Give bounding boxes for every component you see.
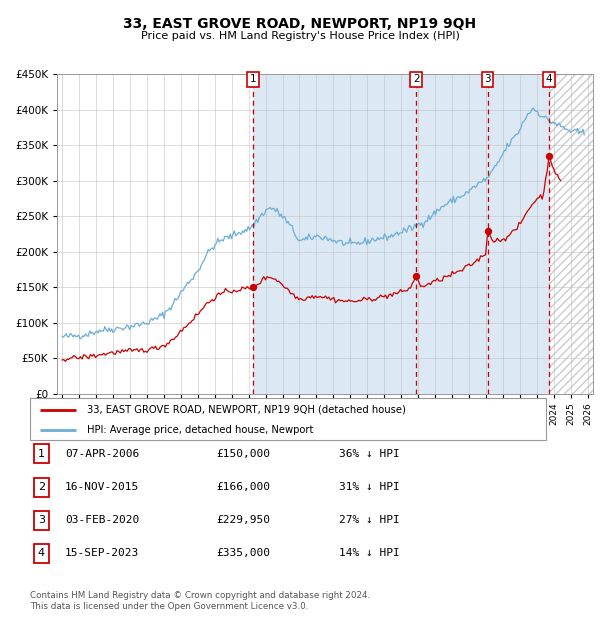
FancyBboxPatch shape <box>34 445 49 463</box>
Point <box>483 226 493 236</box>
Text: 33, EAST GROVE ROAD, NEWPORT, NP19 9QH (detached house): 33, EAST GROVE ROAD, NEWPORT, NP19 9QH (… <box>87 405 406 415</box>
Text: 2: 2 <box>38 482 45 492</box>
Text: 27% ↓ HPI: 27% ↓ HPI <box>339 515 400 525</box>
FancyBboxPatch shape <box>30 398 546 440</box>
Text: £335,000: £335,000 <box>216 548 270 558</box>
Text: 07-APR-2006: 07-APR-2006 <box>65 449 139 459</box>
Point <box>544 151 554 161</box>
Text: 33, EAST GROVE ROAD, NEWPORT, NP19 9QH: 33, EAST GROVE ROAD, NEWPORT, NP19 9QH <box>124 17 476 31</box>
Text: Contains HM Land Registry data © Crown copyright and database right 2024.: Contains HM Land Registry data © Crown c… <box>30 591 370 600</box>
Text: 4: 4 <box>545 74 552 84</box>
Text: This data is licensed under the Open Government Licence v3.0.: This data is licensed under the Open Gov… <box>30 602 308 611</box>
Text: 3: 3 <box>38 515 45 525</box>
Text: £166,000: £166,000 <box>216 482 270 492</box>
Text: HPI: Average price, detached house, Newport: HPI: Average price, detached house, Newp… <box>87 425 313 435</box>
Text: 15-SEP-2023: 15-SEP-2023 <box>65 548 139 558</box>
Text: 03-FEB-2020: 03-FEB-2020 <box>65 515 139 525</box>
Text: 1: 1 <box>38 449 45 459</box>
Text: 16-NOV-2015: 16-NOV-2015 <box>65 482 139 492</box>
Bar <box>253 74 549 394</box>
Text: 14% ↓ HPI: 14% ↓ HPI <box>339 548 400 558</box>
Text: 31% ↓ HPI: 31% ↓ HPI <box>339 482 400 492</box>
FancyBboxPatch shape <box>34 544 49 562</box>
Text: Price paid vs. HM Land Registry's House Price Index (HPI): Price paid vs. HM Land Registry's House … <box>140 31 460 41</box>
Bar <box>549 74 600 394</box>
Text: 1: 1 <box>250 74 256 84</box>
Point <box>248 282 258 292</box>
Point <box>412 271 421 281</box>
FancyBboxPatch shape <box>34 511 49 529</box>
Text: 4: 4 <box>38 548 45 558</box>
Text: 3: 3 <box>484 74 491 84</box>
Text: 2: 2 <box>413 74 419 84</box>
Text: £150,000: £150,000 <box>216 449 270 459</box>
Text: 36% ↓ HPI: 36% ↓ HPI <box>339 449 400 459</box>
Text: £229,950: £229,950 <box>216 515 270 525</box>
FancyBboxPatch shape <box>34 478 49 497</box>
Bar <box>549 74 600 394</box>
